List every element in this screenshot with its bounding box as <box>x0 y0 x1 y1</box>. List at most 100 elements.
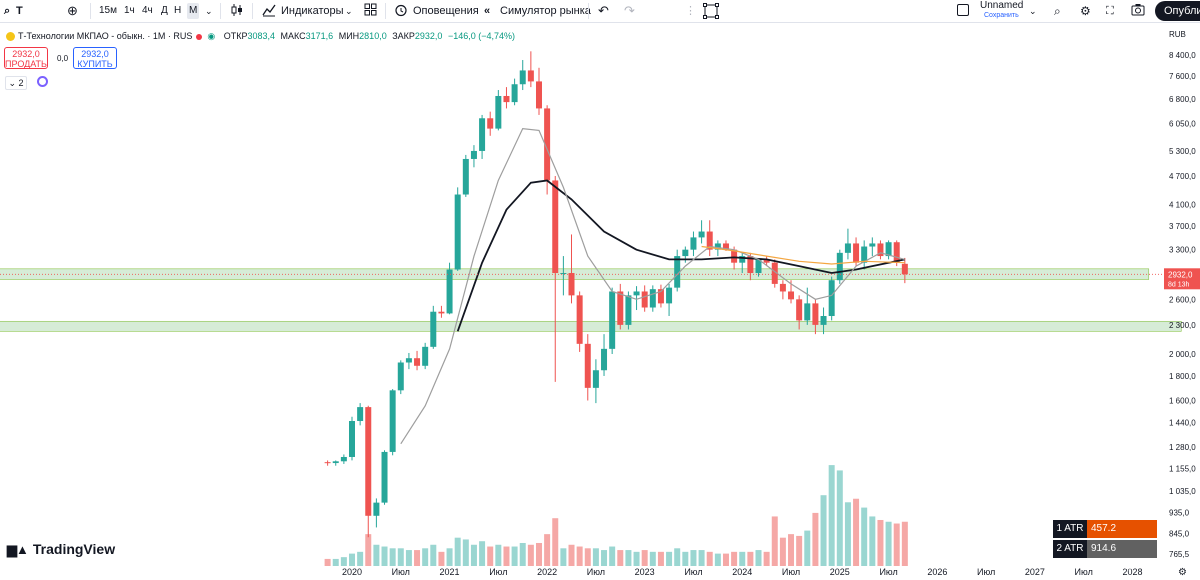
sell-button[interactable]: 2932,0 ПРОДАТЬ <box>4 47 48 69</box>
volume-bar <box>788 534 795 566</box>
candle-body <box>609 291 616 349</box>
fullscreen-select-icon[interactable] <box>703 3 719 19</box>
chart-legend: Т-Технологии МКПАО - обыкн. · 1М · RUS ◉ … <box>6 31 515 42</box>
y-tick-label: 1 280,0 <box>1169 443 1196 452</box>
candle-body <box>844 243 851 253</box>
indicators-chevron-down-icon[interactable]: ⌄ <box>345 6 353 16</box>
alerts-button[interactable]: Оповещения <box>413 5 479 17</box>
buy-button[interactable]: 2932,0 КУПИТЬ <box>73 47 117 69</box>
volume-bar <box>861 507 868 566</box>
volume-bar <box>576 546 583 566</box>
candle-body <box>535 81 542 109</box>
volume-bar <box>446 548 453 566</box>
y-tick-label: 1 800,0 <box>1169 372 1196 381</box>
x-tick-label: 2028 <box>1122 567 1142 577</box>
y-tick-label: 6 800,0 <box>1169 95 1196 104</box>
candle-body <box>527 70 534 82</box>
volume-bar <box>763 551 770 566</box>
volume-bar <box>357 551 364 566</box>
timeframe-4h[interactable]: 4ч <box>142 5 153 16</box>
fullscreen-icon[interactable]: ⛶ <box>1106 5 1114 17</box>
moving-average-line-3 <box>701 245 905 265</box>
low-value: 2810,0 <box>359 31 387 41</box>
save-layout-button[interactable]: Сохранить <box>984 12 1019 19</box>
y-tick-label: 4 100,0 <box>1169 200 1196 209</box>
timeframe-1h[interactable]: 1ч <box>124 5 135 16</box>
layout-checkbox-icon[interactable] <box>957 4 969 16</box>
publish-button[interactable]: Опубликовать <box>1155 1 1200 21</box>
layout-chevron-down-icon[interactable]: ⌄ <box>1029 6 1037 16</box>
candle-body <box>788 291 795 300</box>
candle-body <box>324 462 331 464</box>
volume-bar <box>519 542 526 566</box>
volume-bar <box>722 553 729 566</box>
indicators-button[interactable]: Индикаторы <box>281 5 344 17</box>
symbol-name[interactable]: T <box>16 5 23 17</box>
x-tick-label: 2022 <box>537 567 557 577</box>
volume-bar <box>560 548 567 566</box>
candle-body <box>714 243 721 250</box>
volume-bar <box>373 544 380 566</box>
alert-clock-icon[interactable] <box>394 3 408 19</box>
indicators-icon[interactable] <box>262 3 276 19</box>
candle-body <box>373 502 380 516</box>
candle-body <box>601 348 608 371</box>
y-tick-label: 2 000,0 <box>1169 350 1196 359</box>
snapshot-camera-icon[interactable] <box>1131 3 1145 19</box>
candle-body <box>625 295 632 325</box>
timeframe-week[interactable]: Н <box>174 5 182 16</box>
compare-symbol-icon[interactable]: ⊕ <box>67 3 78 18</box>
indicator-status-icon[interactable] <box>37 76 48 87</box>
legend-eye-icon[interactable]: ◉ <box>207 31 216 41</box>
legend-title: Т-Технологии МКПАО - обыкн. · 1М · RUS <box>18 31 193 41</box>
x-tick-label: 2024 <box>732 567 752 577</box>
candle-body <box>674 256 681 288</box>
price-chart[interactable]: RUB 765,5 845,0 935,0 1 035,0 1 155,0 1 280,0 1… <box>0 23 1200 580</box>
x-tick-label: Июл <box>1075 567 1093 577</box>
symbol-search-icon[interactable]: ⌕ <box>4 5 11 17</box>
volume-bar <box>633 551 640 566</box>
volume-bar <box>487 546 494 566</box>
candle-body <box>405 358 412 363</box>
x-tick-label: 2027 <box>1025 567 1045 577</box>
buy-price: 2932,0 <box>81 49 109 59</box>
volume-bar <box>690 550 697 566</box>
tradingview-logo[interactable]: ▆▲ TradingView <box>7 541 115 558</box>
candle-body <box>365 407 372 516</box>
y-tick-label: 1 440,0 <box>1169 418 1196 427</box>
volume-bar <box>812 512 819 566</box>
y-tick-label: 7 600,0 <box>1169 72 1196 81</box>
candle-body <box>584 343 591 388</box>
volume-bar <box>340 557 347 566</box>
indicators-collapse-button[interactable]: ⌄ 2 <box>5 76 27 90</box>
x-tick-label: 2020 <box>342 567 362 577</box>
volume-bar <box>568 544 575 566</box>
volume-bar <box>381 546 388 566</box>
timeframe-15m[interactable]: 15м <box>99 5 117 16</box>
undo-icon[interactable]: ↶ <box>598 3 609 18</box>
drag-handle-icon[interactable]: ⋮ <box>685 5 696 17</box>
timeframe-month[interactable]: М <box>187 3 200 19</box>
timeframe-chevron-down-icon[interactable]: ⌄ <box>205 6 213 16</box>
quick-search-icon[interactable]: ⌕ <box>1054 4 1061 18</box>
candle-body <box>666 287 673 304</box>
candle-body <box>885 242 892 257</box>
redo-icon[interactable]: ↷ <box>624 3 635 18</box>
volume-bar <box>552 518 559 566</box>
y-tick-label: 3 300,0 <box>1169 246 1196 255</box>
volume-bar <box>479 541 486 566</box>
timeframe-day[interactable]: Д <box>161 5 168 16</box>
candle-body <box>479 118 486 151</box>
volume-bar <box>324 558 331 566</box>
settings-gear-icon[interactable]: ⚙ <box>1080 4 1091 18</box>
x-tick-label: Июл <box>587 567 605 577</box>
layouts-grid-icon[interactable] <box>364 3 377 19</box>
candle-style-icon[interactable] <box>230 3 244 19</box>
replay-rewind-icon[interactable]: « <box>484 5 491 17</box>
volume-bar <box>397 548 404 566</box>
candle-body <box>487 118 494 129</box>
high-value: 3171,6 <box>305 31 334 41</box>
candle-body <box>706 231 713 250</box>
candle-body <box>869 243 876 247</box>
replay-button[interactable]: Симулятор рынка <box>500 5 591 17</box>
